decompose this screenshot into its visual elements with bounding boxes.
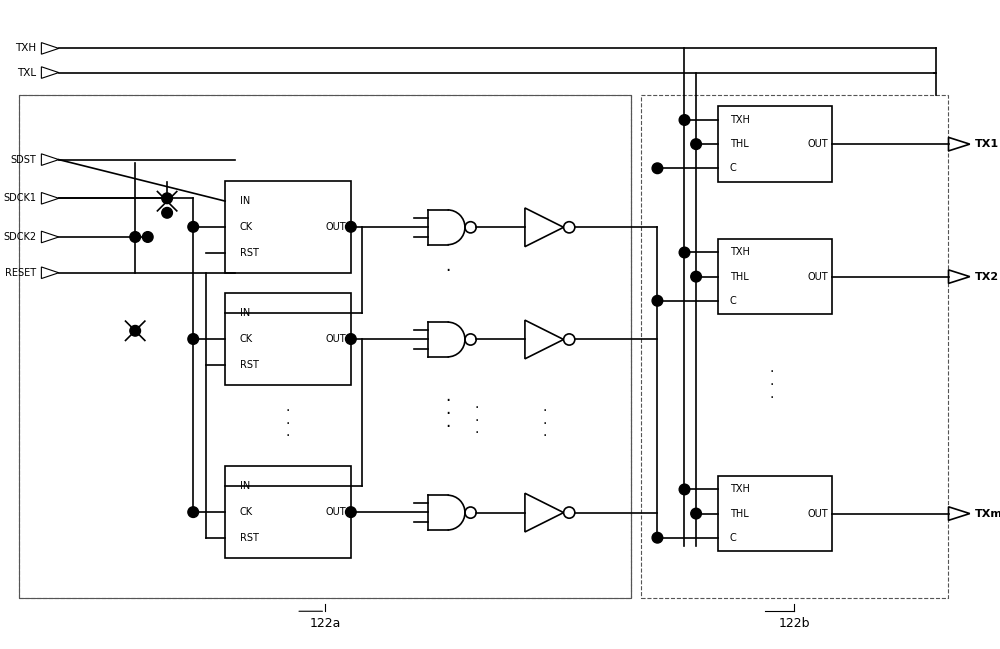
- Text: SDCK2: SDCK2: [3, 232, 37, 242]
- Text: CK: CK: [240, 334, 253, 344]
- Circle shape: [679, 484, 690, 495]
- Text: TXm: TXm: [975, 509, 1000, 519]
- Circle shape: [346, 334, 356, 345]
- Text: 122a: 122a: [310, 617, 341, 630]
- Text: RST: RST: [240, 533, 259, 543]
- Text: RESET: RESET: [5, 268, 37, 278]
- Circle shape: [652, 532, 663, 543]
- Text: ·: ·: [286, 429, 290, 443]
- Text: OUT: OUT: [807, 509, 828, 519]
- Text: ·: ·: [445, 405, 450, 423]
- Text: IN: IN: [240, 482, 250, 491]
- Text: ·: ·: [769, 378, 774, 392]
- Text: 122b: 122b: [779, 617, 810, 630]
- Text: THL: THL: [730, 509, 749, 519]
- Text: OUT: OUT: [807, 139, 828, 149]
- Circle shape: [679, 247, 690, 258]
- Text: TX2: TX2: [975, 272, 999, 282]
- Text: TX1: TX1: [975, 139, 999, 149]
- FancyBboxPatch shape: [225, 293, 351, 385]
- Text: ·: ·: [286, 404, 290, 418]
- Text: RST: RST: [240, 360, 259, 370]
- Text: ·: ·: [474, 401, 479, 415]
- Circle shape: [679, 115, 690, 125]
- Text: ·: ·: [445, 417, 450, 435]
- FancyBboxPatch shape: [225, 466, 351, 558]
- Text: ·: ·: [542, 404, 546, 418]
- Text: ·: ·: [542, 429, 546, 443]
- Circle shape: [691, 139, 701, 149]
- Circle shape: [691, 508, 701, 519]
- Circle shape: [130, 325, 141, 336]
- Text: ·: ·: [769, 365, 774, 380]
- Text: C: C: [730, 164, 737, 173]
- Text: THL: THL: [730, 139, 749, 149]
- Text: ·: ·: [542, 417, 546, 431]
- Circle shape: [142, 232, 153, 242]
- Circle shape: [130, 232, 141, 242]
- Circle shape: [162, 208, 172, 218]
- FancyBboxPatch shape: [718, 476, 832, 551]
- Text: ·: ·: [474, 413, 479, 428]
- Text: TXH: TXH: [730, 115, 750, 125]
- Circle shape: [346, 221, 356, 232]
- Text: SDCK1: SDCK1: [4, 193, 37, 203]
- FancyBboxPatch shape: [718, 239, 832, 314]
- Bar: [19, 95, 631, 598]
- Circle shape: [691, 271, 701, 282]
- Text: TXH: TXH: [730, 247, 750, 258]
- Bar: [641, 95, 948, 598]
- Text: OUT: OUT: [807, 272, 828, 282]
- FancyBboxPatch shape: [718, 106, 832, 182]
- Text: ·: ·: [769, 391, 774, 404]
- Circle shape: [162, 193, 172, 204]
- Circle shape: [188, 507, 199, 517]
- Circle shape: [652, 295, 663, 306]
- Text: OUT: OUT: [325, 222, 346, 232]
- Text: ·: ·: [474, 426, 479, 440]
- Text: CK: CK: [240, 507, 253, 517]
- Circle shape: [652, 163, 663, 173]
- Text: TXL: TXL: [17, 67, 37, 78]
- Text: SDST: SDST: [11, 154, 37, 165]
- Text: ·: ·: [445, 393, 450, 410]
- Text: C: C: [730, 296, 737, 306]
- Text: CK: CK: [240, 222, 253, 232]
- Text: OUT: OUT: [325, 507, 346, 517]
- Circle shape: [346, 507, 356, 517]
- Text: RST: RST: [240, 247, 259, 258]
- Text: ·: ·: [445, 262, 450, 280]
- Text: ·: ·: [286, 417, 290, 431]
- Text: THL: THL: [730, 272, 749, 282]
- FancyBboxPatch shape: [225, 181, 351, 273]
- Text: TXH: TXH: [15, 43, 37, 53]
- Text: C: C: [730, 533, 737, 543]
- Text: TXH: TXH: [730, 484, 750, 495]
- FancyBboxPatch shape: [19, 95, 631, 598]
- Text: IN: IN: [240, 196, 250, 206]
- Text: IN: IN: [240, 308, 250, 318]
- Text: OUT: OUT: [325, 334, 346, 344]
- Circle shape: [188, 334, 199, 345]
- Circle shape: [188, 221, 199, 232]
